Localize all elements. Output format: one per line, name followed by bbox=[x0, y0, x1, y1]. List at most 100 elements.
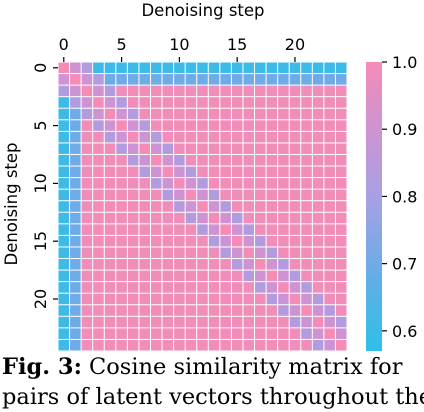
heatmap-cell bbox=[162, 108, 174, 120]
heatmap-cell bbox=[70, 316, 81, 328]
heatmap-cell bbox=[139, 62, 150, 74]
heatmap-cell bbox=[93, 178, 104, 189]
heatmap-cell bbox=[301, 305, 312, 316]
heatmap-cell bbox=[162, 85, 174, 97]
heatmap-cell bbox=[104, 154, 116, 166]
heatmap-cell bbox=[220, 131, 231, 143]
heatmap-cell bbox=[139, 259, 150, 270]
heatmap-cell bbox=[220, 120, 231, 131]
heatmap-cell bbox=[81, 247, 93, 259]
heatmap-cell bbox=[116, 154, 127, 166]
x-tick-label: 0 bbox=[59, 35, 69, 54]
heatmap-cell bbox=[231, 270, 243, 282]
heatmap-cell bbox=[278, 166, 289, 178]
heatmap-cell bbox=[335, 166, 347, 178]
heatmap-cell bbox=[266, 62, 278, 74]
heatmap-cell bbox=[335, 259, 347, 270]
heatmap-cell bbox=[58, 282, 70, 293]
heatmap-cell bbox=[278, 74, 289, 85]
heatmap-cell bbox=[289, 270, 301, 282]
heatmap-cell bbox=[266, 74, 278, 85]
heatmap-cell bbox=[243, 178, 255, 189]
heatmap-cell bbox=[185, 224, 197, 235]
heatmap-cell bbox=[174, 131, 185, 143]
heatmap-cell bbox=[116, 85, 127, 97]
heatmap-cell bbox=[266, 97, 278, 108]
heatmap-cell bbox=[324, 328, 335, 339]
heatmap-cell bbox=[231, 120, 243, 131]
heatmap-cell bbox=[104, 328, 116, 339]
heatmap-cell bbox=[208, 224, 220, 235]
heatmap-cell bbox=[139, 305, 150, 316]
heatmap-cell bbox=[58, 328, 70, 339]
heatmap-cell bbox=[266, 85, 278, 97]
heatmap-cell bbox=[231, 131, 243, 143]
heatmap-cell bbox=[139, 166, 150, 178]
heatmap-cell bbox=[162, 328, 174, 339]
heatmap-cell bbox=[150, 189, 162, 201]
heatmap-cell bbox=[231, 212, 243, 224]
heatmap-cell bbox=[127, 235, 139, 247]
heatmap-cell bbox=[58, 178, 70, 189]
heatmap-cell bbox=[208, 143, 220, 154]
heatmap-cell bbox=[278, 97, 289, 108]
heatmap-cell bbox=[174, 259, 185, 270]
heatmap-cell bbox=[70, 305, 81, 316]
heatmap-cell bbox=[162, 282, 174, 293]
heatmap-cell bbox=[127, 316, 139, 328]
caption-label: Fig. 3: bbox=[2, 354, 82, 380]
colorbar-tick-label: 0.6 bbox=[392, 322, 417, 341]
heatmap-cell bbox=[116, 143, 127, 154]
heatmap-cell bbox=[301, 247, 312, 259]
heatmap-cell bbox=[266, 154, 278, 166]
heatmap-cell bbox=[197, 62, 208, 74]
heatmap-cell bbox=[220, 282, 231, 293]
heatmap-cell bbox=[174, 339, 185, 351]
heatmap-cell bbox=[81, 270, 93, 282]
heatmap-cell bbox=[127, 282, 139, 293]
heatmap-cell bbox=[70, 293, 81, 305]
heatmap-cell bbox=[174, 247, 185, 259]
heatmap-cell bbox=[174, 108, 185, 120]
heatmap-cell bbox=[70, 328, 81, 339]
heatmap-cell bbox=[150, 74, 162, 85]
heatmap-cell bbox=[58, 235, 70, 247]
heatmap-cell bbox=[255, 166, 266, 178]
colorbar-tick-label: 0.9 bbox=[392, 120, 417, 139]
heatmap-cell bbox=[104, 201, 116, 212]
heatmap-cell bbox=[174, 316, 185, 328]
heatmap-cell bbox=[139, 178, 150, 189]
heatmap-cell bbox=[150, 259, 162, 270]
heatmap-cell bbox=[139, 212, 150, 224]
heatmap-cell bbox=[174, 305, 185, 316]
heatmap-cell bbox=[197, 316, 208, 328]
heatmap-cell bbox=[139, 131, 150, 143]
heatmap-cell bbox=[150, 108, 162, 120]
heatmap-cell bbox=[243, 224, 255, 235]
heatmap-cell bbox=[58, 154, 70, 166]
heatmap-cell bbox=[197, 97, 208, 108]
heatmap-cell bbox=[116, 108, 127, 120]
heatmap-cell bbox=[278, 293, 289, 305]
heatmap-cell bbox=[104, 85, 116, 97]
heatmap-cell bbox=[278, 201, 289, 212]
heatmap-cell bbox=[104, 259, 116, 270]
heatmap-cell bbox=[197, 247, 208, 259]
heatmap-cell bbox=[81, 339, 93, 351]
heatmap-cell bbox=[289, 62, 301, 74]
heatmap-cell bbox=[150, 154, 162, 166]
heatmap-cell bbox=[289, 282, 301, 293]
heatmap-cell bbox=[81, 120, 93, 131]
heatmap-cell bbox=[93, 154, 104, 166]
heatmap-cell bbox=[58, 131, 70, 143]
heatmap-cell bbox=[266, 259, 278, 270]
colorbar bbox=[366, 62, 382, 351]
heatmap-cell bbox=[324, 97, 335, 108]
heatmap-cell bbox=[93, 74, 104, 85]
heatmap-cell bbox=[162, 212, 174, 224]
heatmap-cell bbox=[174, 62, 185, 74]
heatmap-cell bbox=[150, 316, 162, 328]
heatmap-cell bbox=[278, 85, 289, 97]
x-axis-label: Denoising step bbox=[141, 1, 264, 20]
